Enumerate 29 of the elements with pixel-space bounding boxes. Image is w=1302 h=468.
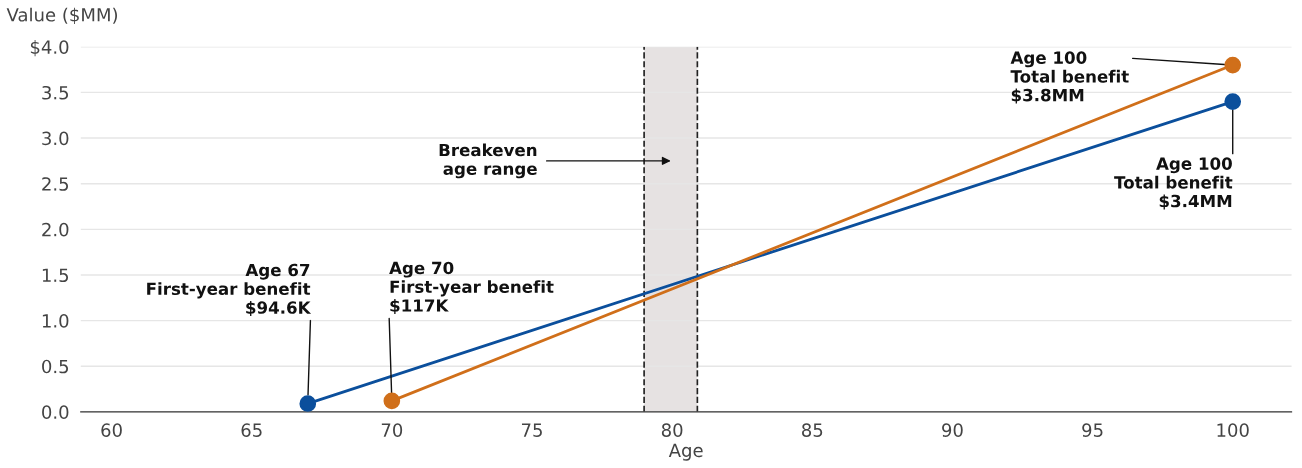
y-tick-label: 0.0 <box>42 405 69 419</box>
x-tick-label: 80 <box>661 423 683 437</box>
y-tick-label: $4.0 <box>30 39 69 57</box>
x-tick-label: 95 <box>1082 423 1103 437</box>
y-axis-title: Value ($MM) <box>6 7 118 25</box>
x-axis-title: Age <box>668 443 703 461</box>
annotation: Age 100 Total benefit $3.8MM <box>1010 51 1129 104</box>
x-tick-label: 90 <box>942 423 963 437</box>
band-label: Breakeven age range <box>439 143 537 179</box>
point <box>383 392 401 410</box>
point <box>299 395 317 412</box>
x-tick-label: 60 <box>101 423 122 437</box>
y-tick-label: 3.0 <box>42 131 69 146</box>
y-tick-label: 3.5 <box>42 85 69 100</box>
x-tick-label: 65 <box>241 423 262 437</box>
point <box>1224 56 1242 74</box>
x-tick-label: 70 <box>381 423 403 437</box>
x-tick-label: 100 <box>1217 423 1249 437</box>
x-tick-label: 75 <box>521 423 542 437</box>
y-tick-label: 0.5 <box>42 359 69 374</box>
annotation: Age 67 First-year benefit $94.6K <box>147 263 312 317</box>
y-tick-label: 2.5 <box>42 177 69 191</box>
y-tick-label: 1.5 <box>42 268 69 283</box>
y-tick-label: 2.0 <box>42 222 69 237</box>
y-tick-label: 1.0 <box>42 314 69 328</box>
x-tick-label: 85 <box>802 423 823 437</box>
point <box>1224 93 1242 110</box>
annotation: Age 70 First-year benefit $117K <box>389 261 554 315</box>
annotation: Age 100 Total benefit $3.4MM <box>1114 157 1233 210</box>
